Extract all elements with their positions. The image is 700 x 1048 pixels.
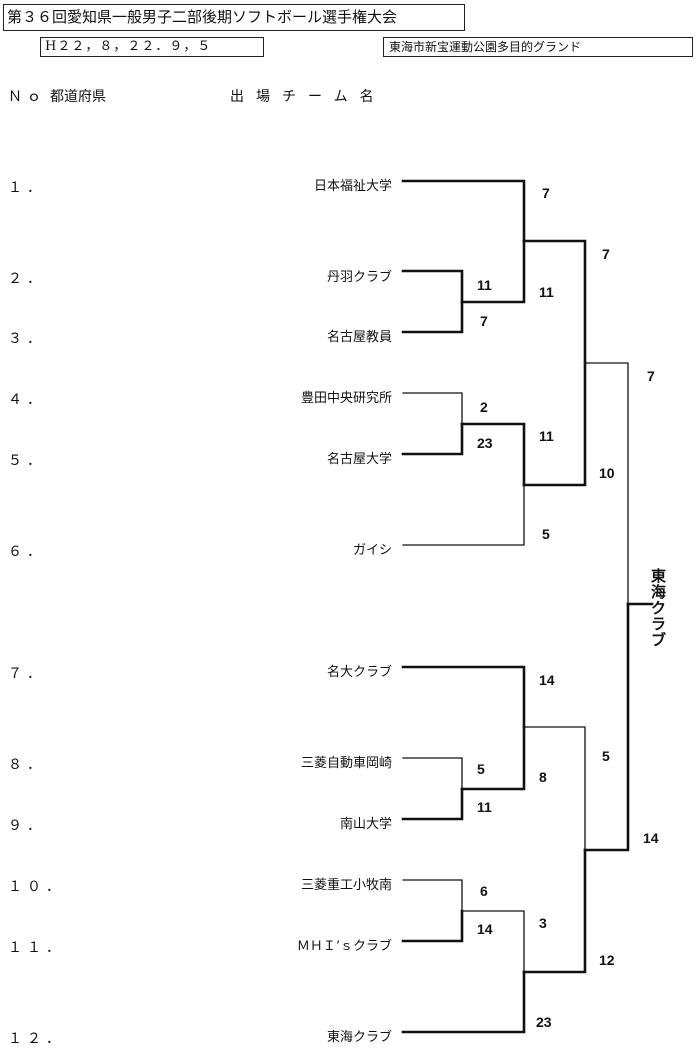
bracket-line [461, 910, 525, 973]
column-header-team: 出場チーム名 [230, 89, 386, 105]
bracket-line [583, 602, 630, 852]
entry-number: ７． [8, 666, 46, 682]
team-name: 三菱自動車岡崎 [300, 756, 392, 771]
bracket-line [401, 909, 464, 943]
bracket-line [522, 848, 587, 974]
score: 7 [480, 313, 488, 329]
score: 10 [599, 465, 615, 481]
team-name: ＭＨＩ’ｓクラブ [296, 939, 392, 954]
team-name: 豊田中央研究所 [300, 391, 392, 406]
bracket-line [401, 970, 526, 1034]
entry-number: １２． [8, 1031, 65, 1047]
bracket-line [402, 757, 463, 790]
team-name: 名大クラブ [326, 665, 392, 680]
score: 5 [542, 526, 550, 542]
tournament-title: 第３６回愛知県一般男子二部後期ソフトボール選手権大会 [3, 4, 465, 31]
bracket-line [402, 484, 525, 546]
score: 11 [539, 284, 554, 300]
score: 3 [539, 915, 547, 931]
score: 11 [477, 277, 492, 293]
bracket-line [401, 665, 526, 729]
bracket-line [523, 726, 586, 851]
score: 7 [602, 246, 610, 262]
entry-number: ６． [8, 544, 46, 560]
entry-number: ２． [8, 271, 46, 287]
entry-number: ４． [8, 392, 46, 408]
team-name: 名古屋大学 [326, 452, 392, 467]
team-name: 三菱重工小牧南 [300, 878, 392, 893]
bracket-line [401, 422, 464, 456]
score: 8 [539, 769, 547, 785]
bracket-line [522, 361, 587, 487]
score: 11 [477, 799, 492, 815]
bracket-line [584, 362, 629, 605]
bracket-line [401, 787, 464, 821]
score: 14 [539, 672, 555, 688]
column-header-no: Ｎｏ [8, 89, 46, 105]
score: 7 [542, 185, 550, 201]
bracket-line [401, 300, 464, 334]
bracket-line [402, 392, 463, 425]
score: 14 [477, 921, 493, 937]
team-name: ガイシ [352, 543, 392, 558]
entry-number: ９． [8, 818, 46, 834]
entry-number: ５． [8, 453, 46, 469]
column-header-prefecture: 都道府県 [50, 89, 106, 105]
tournament-venue: 東海市新宝運動公園多目的グランド [383, 37, 693, 57]
entry-number: ８． [8, 757, 46, 773]
score: 23 [536, 1014, 552, 1030]
bracket-line [460, 239, 526, 304]
bracket-line [401, 179, 526, 243]
team-name: 日本福祉大学 [313, 179, 392, 194]
bracket-line [460, 725, 526, 791]
score: 11 [539, 428, 554, 444]
score: 5 [602, 748, 610, 764]
score: 5 [477, 761, 485, 777]
team-name: 丹羽クラブ [326, 270, 392, 285]
score: 7 [647, 368, 655, 384]
bracket-line [402, 879, 463, 912]
entry-number: １． [8, 180, 46, 196]
score: 14 [643, 830, 659, 846]
entry-number: ３． [8, 331, 46, 347]
entry-number: １１． [8, 940, 65, 956]
champion-label: 東海クラブ [651, 567, 667, 649]
score: 23 [477, 435, 493, 451]
bracket-line [460, 422, 526, 487]
score: 12 [599, 952, 615, 968]
bracket-line [522, 239, 587, 365]
team-name: 名古屋教員 [326, 330, 392, 345]
score: 6 [480, 883, 488, 899]
team-name: 東海クラブ [326, 1030, 392, 1045]
team-name: 南山大学 [339, 817, 392, 832]
entry-number: １０． [8, 879, 65, 895]
score: 2 [480, 399, 488, 415]
tournament-dates: H２２，８，２２．９，５ [40, 37, 264, 57]
bracket-line [401, 269, 464, 304]
